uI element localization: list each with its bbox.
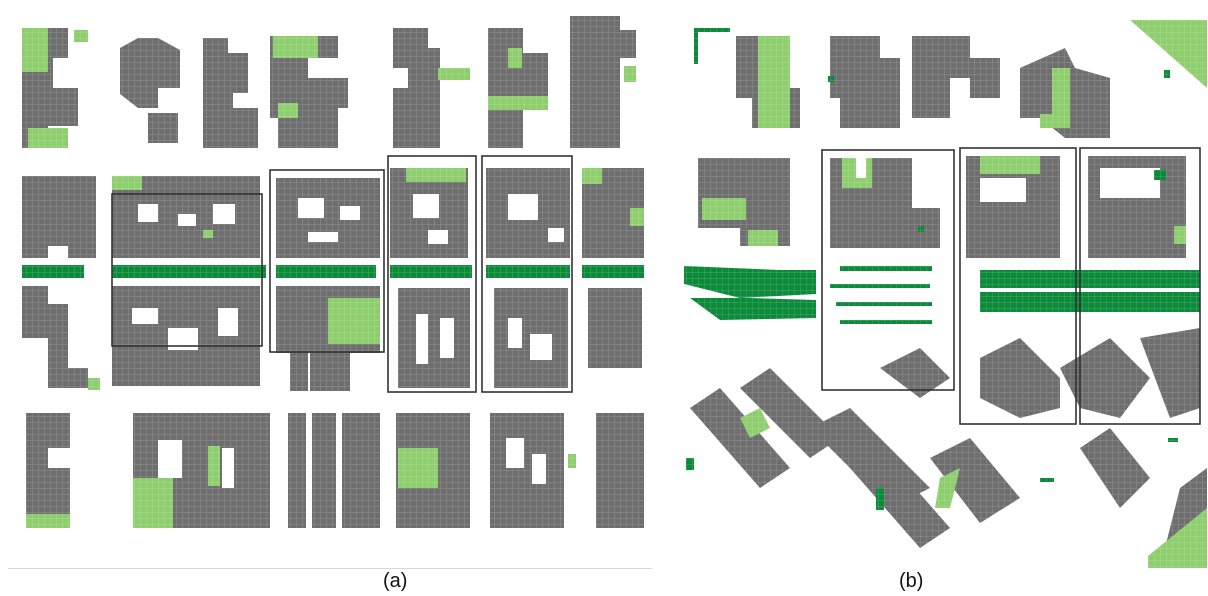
panel-a-caption: (a) (383, 570, 408, 592)
study-area-frames-a (111, 155, 573, 393)
map-a-svg (8, 8, 652, 568)
map-panel-a (8, 8, 652, 569)
panel-b-caption: (b) (899, 570, 924, 592)
map-panel-b (680, 8, 1207, 568)
grid-texture (8, 8, 652, 568)
grid-texture-b (680, 8, 1207, 568)
study-area-frames-b (821, 147, 1201, 425)
map-b-svg (680, 8, 1207, 568)
